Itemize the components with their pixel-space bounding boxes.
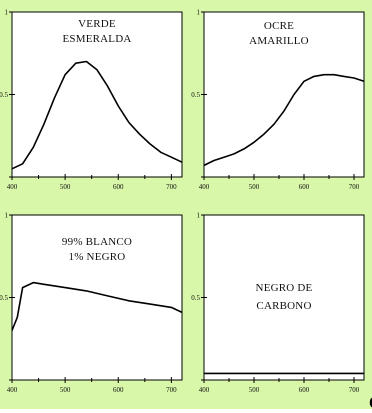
x-tick-label: 400 bbox=[7, 183, 18, 191]
series-line bbox=[203, 73, 365, 167]
y-tick-label: 0.5 bbox=[0, 294, 9, 302]
plot-frame bbox=[11, 214, 183, 381]
plot-frame bbox=[203, 11, 365, 178]
x-tick-label: 400 bbox=[7, 386, 18, 394]
chart-title-line: AMARILLO bbox=[249, 35, 309, 47]
x-tick-label: 700 bbox=[166, 386, 177, 394]
chart-title-line: 99% BLANCO bbox=[62, 236, 132, 248]
series-line bbox=[11, 281, 183, 331]
chart-3: 0.5 1 400 500 600 700 99% BLANCO 1% NEGRO bbox=[0, 212, 183, 394]
x-tick-label: 600 bbox=[299, 386, 310, 394]
y-tick-label: 0.5 bbox=[191, 294, 200, 302]
y-tick-label: 1 bbox=[5, 212, 9, 220]
plot-frame bbox=[203, 214, 365, 381]
chart-title-line: 1% NEGRO bbox=[69, 251, 126, 263]
x-tick-label: 500 bbox=[60, 183, 71, 191]
chart-4: 0.5 1 400 500 600 700 NEGRO DE CARBONO bbox=[191, 212, 365, 394]
x-tick-label: 700 bbox=[349, 183, 360, 191]
x-tick-label: 400 bbox=[199, 386, 210, 394]
x-tick-label: 600 bbox=[113, 386, 124, 394]
x-tick-label: 600 bbox=[299, 183, 310, 191]
x-tick-label: 500 bbox=[249, 386, 260, 394]
corner-glyph: e bbox=[369, 392, 372, 412]
chart-2: 0.5 1 400 500 600 700 OCRE AMARILLO bbox=[191, 9, 365, 191]
x-tick-label: 600 bbox=[113, 183, 124, 191]
series-line bbox=[11, 60, 183, 170]
chart-title-line: VERDE bbox=[78, 18, 116, 30]
x-tick-label: 400 bbox=[199, 183, 210, 191]
x-tick-label: 700 bbox=[349, 386, 360, 394]
x-tick-label: 500 bbox=[249, 183, 260, 191]
y-tick-label: 0.5 bbox=[191, 91, 200, 99]
y-tick-label: 0.5 bbox=[0, 91, 9, 99]
chart-title-line: ESMERALDA bbox=[62, 33, 131, 45]
chart-title-line: NEGRO DE bbox=[256, 282, 313, 294]
y-tick-label: 1 bbox=[5, 9, 9, 17]
chart-title-line: OCRE bbox=[264, 20, 294, 32]
chart-1: 0.5 1 400 500 600 700 VERDE ESMERALDA bbox=[0, 9, 183, 191]
y-tick-label: 1 bbox=[197, 212, 201, 220]
x-tick-label: 700 bbox=[166, 183, 177, 191]
y-tick-label: 1 bbox=[197, 9, 201, 17]
chart-title-line: CARBONO bbox=[256, 300, 311, 312]
plot-frame bbox=[11, 11, 183, 178]
x-tick-label: 500 bbox=[60, 386, 71, 394]
